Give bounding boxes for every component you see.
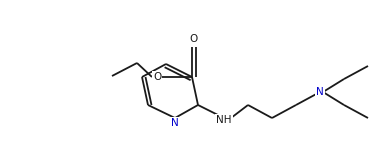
Text: O: O <box>153 72 161 82</box>
Text: N: N <box>316 87 324 97</box>
Text: O: O <box>190 34 198 44</box>
Text: N: N <box>171 118 179 128</box>
Text: NH: NH <box>216 115 232 125</box>
